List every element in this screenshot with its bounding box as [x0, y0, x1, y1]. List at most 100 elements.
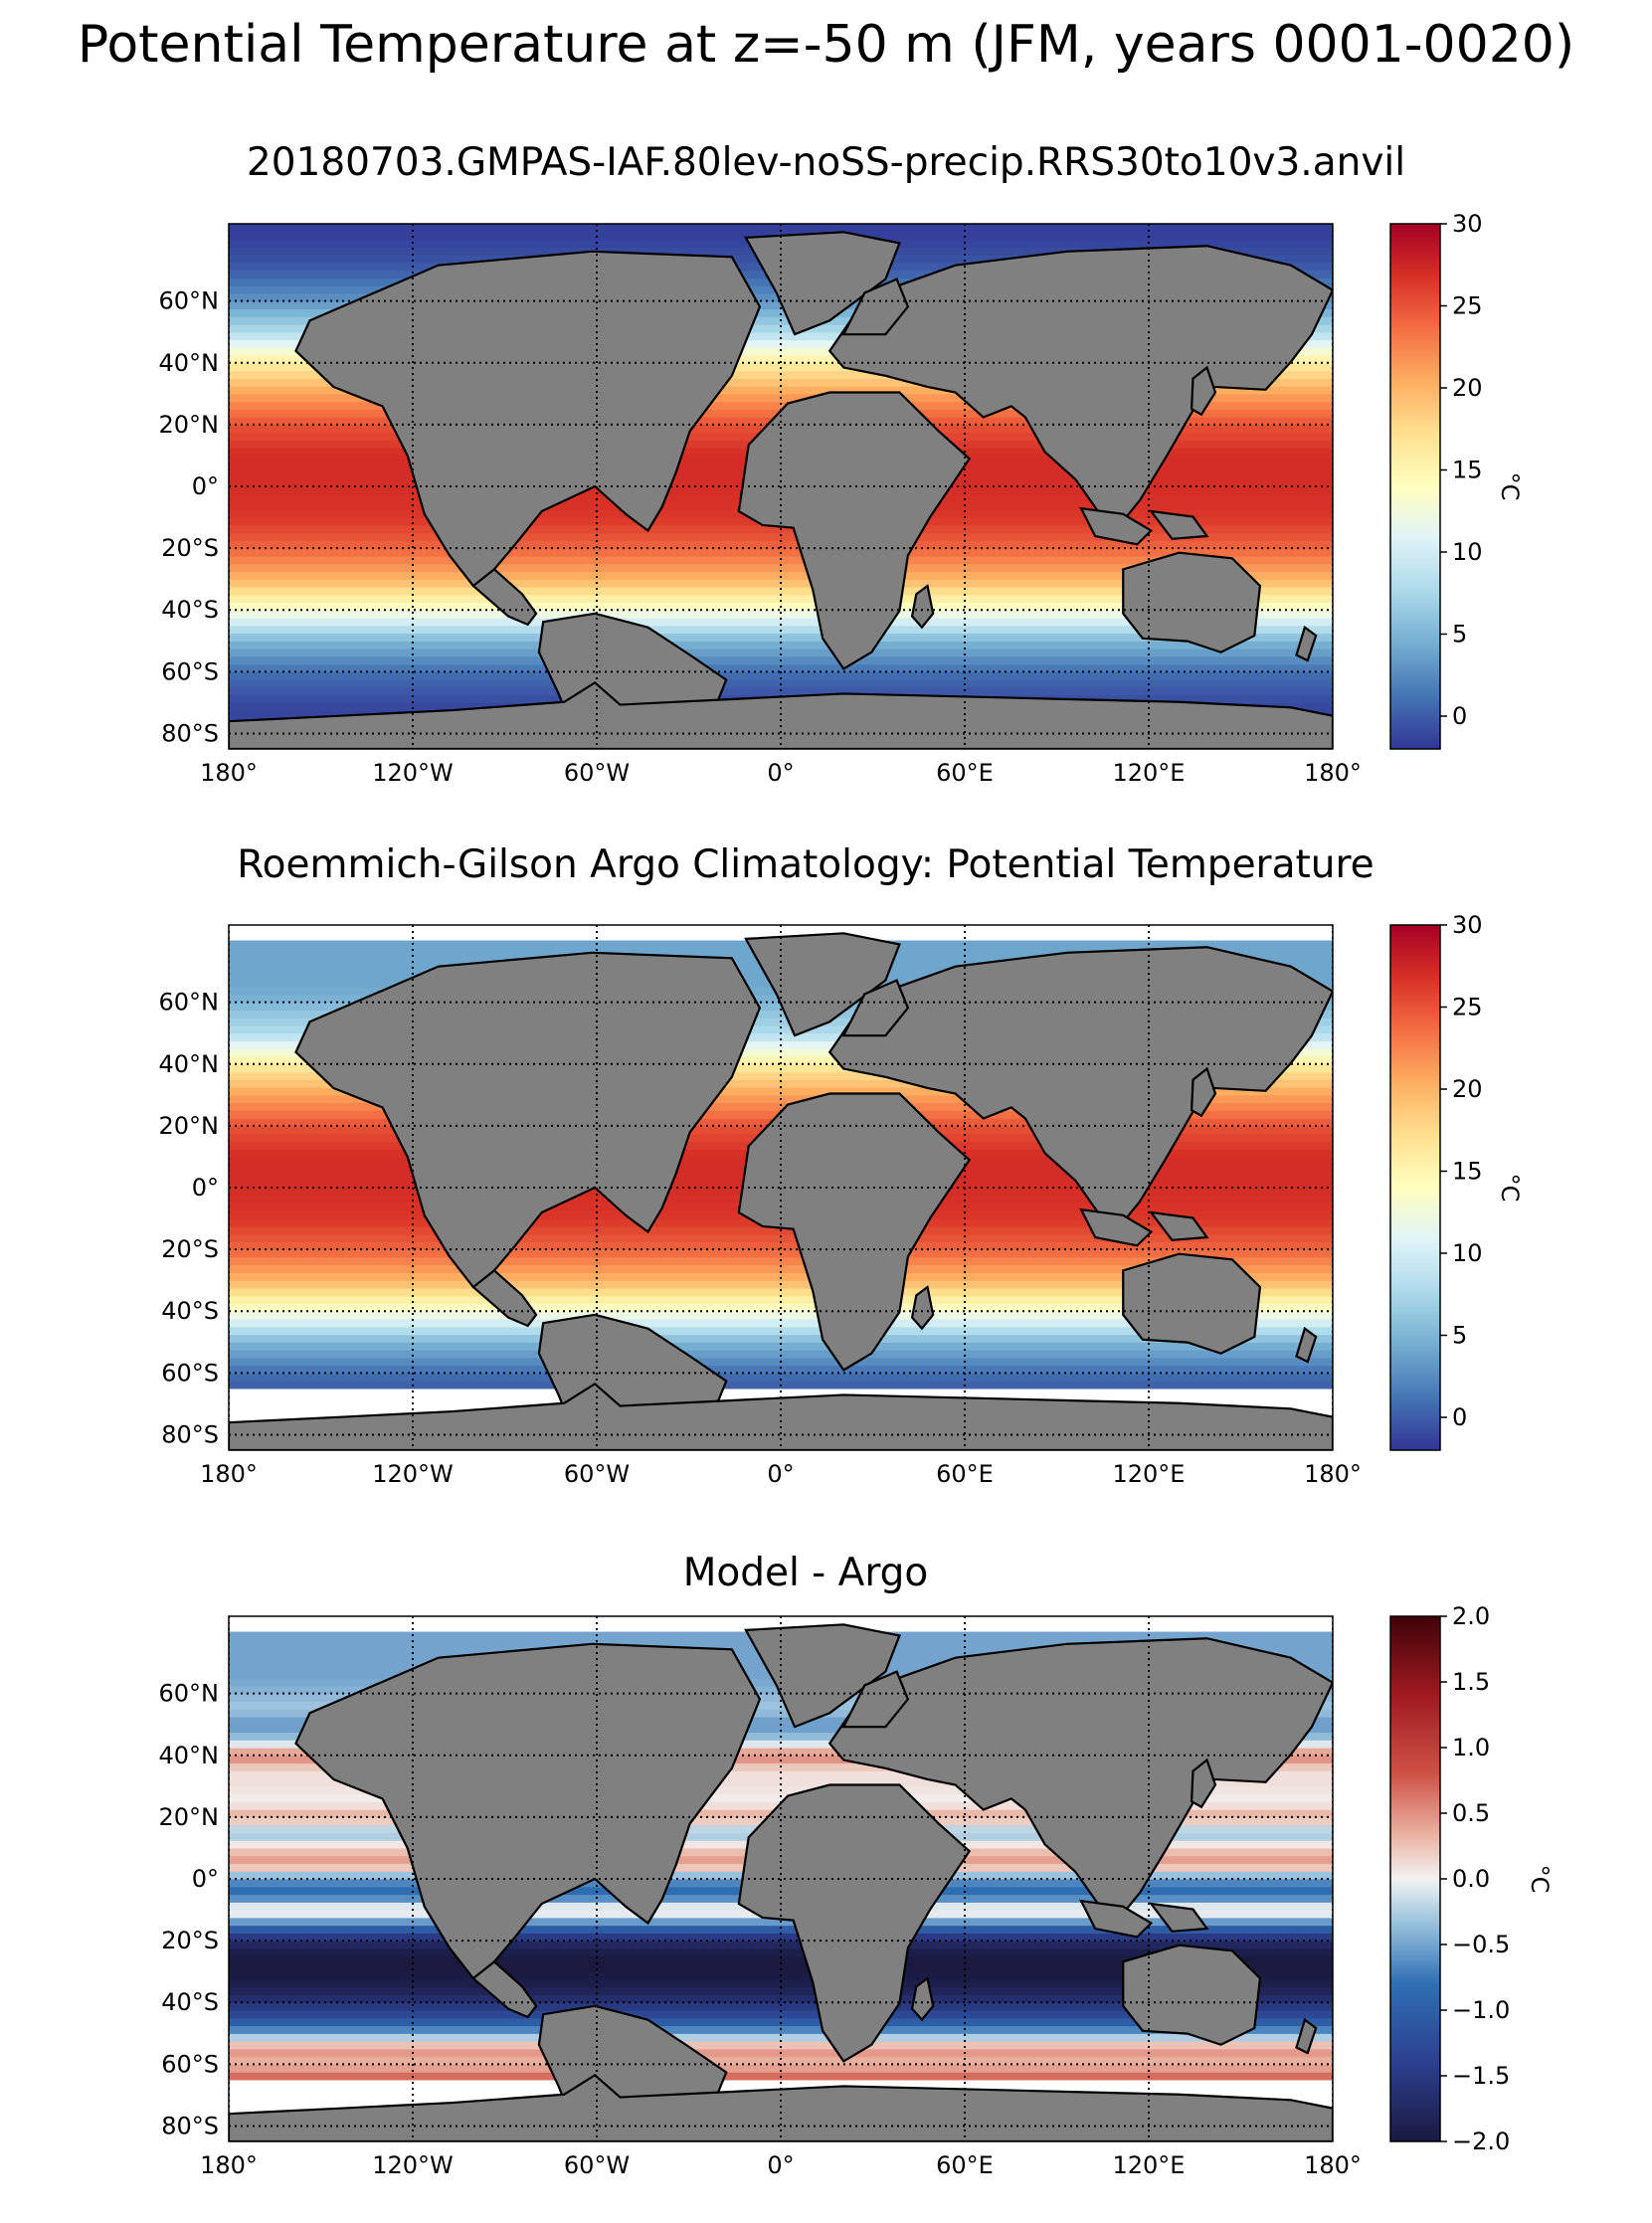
- field-band: [229, 1933, 1333, 1942]
- y-tick-label: 20°S: [161, 1235, 219, 1263]
- map-panel-2: 180° 120°W 60°W 0° 60°E 120°E 180° 60°N 40°N 20°N…: [159, 911, 1525, 1488]
- colorbar-tick-label: 25: [1452, 292, 1483, 320]
- field-band: [229, 555, 1333, 565]
- field-band: [229, 1740, 1333, 1749]
- x-tick-label: 0°: [767, 2151, 794, 2179]
- field-band: [229, 594, 1333, 604]
- y-tick-label: 80°S: [161, 2112, 219, 2139]
- field-band: [229, 1087, 1333, 1096]
- colorbar-ramp: [1389, 1615, 1441, 2142]
- field-band: [229, 1295, 1333, 1305]
- field-band: [229, 355, 1333, 364]
- map-panel-3: 180° 120°W 60°W 0° 60°E 120°E 180° 60°N 40°N 20°N…: [159, 1602, 1555, 2179]
- field-band: [229, 1701, 1333, 1710]
- field-band: [229, 1963, 1333, 1972]
- field-band: [229, 1925, 1333, 1934]
- colorbar-unit-label: °C: [1526, 1865, 1554, 1894]
- x-tick-label: 0°: [767, 1460, 794, 1488]
- field-band: [229, 618, 1333, 627]
- x-tick-label: 60°E: [936, 1460, 994, 1488]
- x-tick-label: 180°: [200, 759, 258, 787]
- colorbar-3: 2.0 1.5 1.0 0.5 0.0 −0.5 −1.0 −1.5 −2.0 °C: [1389, 1602, 1554, 2155]
- field-band: [229, 1342, 1333, 1351]
- field-band: [229, 2017, 1333, 2027]
- colorbar-tick-label: 10: [1452, 1239, 1483, 1267]
- x-tick-label: 120°E: [1113, 1460, 1186, 1488]
- field-band: [229, 625, 1333, 635]
- y-tick-label: 40°N: [159, 349, 220, 377]
- colorbar-tick-label: 0: [1452, 702, 1467, 730]
- y-tick-label: 0°: [192, 1865, 219, 1893]
- colorbar-ramp: [1389, 924, 1441, 1451]
- colorbar-unit-label: °C: [1496, 472, 1524, 501]
- x-tick-label: 0°: [767, 759, 794, 787]
- field-band: [229, 378, 1333, 387]
- y-tick-label: 40°S: [161, 1988, 219, 2016]
- field-band: [229, 1256, 1333, 1266]
- field-band: [229, 641, 1333, 649]
- field-band: [229, 1986, 1333, 1996]
- colorbar-tick-label: 25: [1452, 994, 1483, 1021]
- figure-suptitle: Potential Temperature at z=-50 m (JFM, y…: [77, 15, 1575, 75]
- field-band: [229, 1272, 1333, 1281]
- x-tick-label: 120°W: [372, 759, 454, 787]
- field-band: [229, 2041, 1333, 2050]
- field-band: [229, 1233, 1333, 1242]
- y-tick-label: 20°S: [161, 534, 219, 562]
- field-band: [229, 663, 1333, 672]
- colorbar-tick-label: 0.5: [1452, 1799, 1490, 1827]
- field-band: [229, 308, 1333, 317]
- x-tick-label: 180°: [200, 1460, 258, 1488]
- field-band: [229, 1056, 1333, 1065]
- y-tick-label: 60°S: [161, 657, 219, 685]
- field-band: [229, 2002, 1333, 2011]
- field-band: [229, 2064, 1333, 2073]
- x-tick-label: 60°E: [936, 2151, 994, 2179]
- field-band: [229, 2010, 1333, 2019]
- colorbar-tick-label: −2.0: [1452, 2128, 1510, 2155]
- y-tick-label: 60°N: [159, 989, 220, 1017]
- map-body: [229, 925, 1333, 1450]
- x-tick-label: 60°W: [564, 1460, 630, 1488]
- map-frame: [228, 1615, 1334, 2142]
- field-band: [229, 686, 1333, 696]
- x-tick-label: 180°: [200, 2151, 258, 2179]
- field-band: [229, 323, 1333, 333]
- y-tick-label: 20°N: [159, 411, 220, 439]
- field-band: [229, 1010, 1333, 1019]
- field-band: [229, 347, 1333, 356]
- x-tick-label: 180°: [1304, 759, 1362, 787]
- field-band: [229, 1778, 1333, 1787]
- colorbar-tick-label: 2.0: [1452, 1602, 1490, 1630]
- colorbar-tick-label: 20: [1452, 1075, 1483, 1103]
- map-body: [229, 1616, 1333, 2141]
- field-band: [229, 2033, 1333, 2042]
- field-band: [229, 362, 1333, 372]
- field-band: [229, 1264, 1333, 1274]
- colorbar-tick-label: 20: [1452, 374, 1483, 402]
- y-tick-label: 80°S: [161, 719, 219, 747]
- map-body: [229, 224, 1333, 749]
- field-band: [229, 1978, 1333, 1988]
- y-tick-label: 0°: [192, 1174, 219, 1202]
- field-band: [229, 1032, 1333, 1042]
- x-tick-label: 120°W: [372, 1460, 454, 1488]
- x-tick-label: 120°E: [1113, 759, 1186, 787]
- y-tick-label: 0°: [192, 472, 219, 500]
- field-band: [229, 1311, 1333, 1320]
- colorbar-tick-label: −1.0: [1452, 1996, 1510, 2024]
- panel-1-title: 20180703.GMPAS-IAF.80lev-noSS-precip.RRS…: [246, 140, 1406, 185]
- field-band: [229, 648, 1333, 657]
- colorbar-tick-label: 15: [1452, 457, 1483, 484]
- field-band: [229, 586, 1333, 596]
- map-frame: [228, 223, 1334, 750]
- colorbar-ramp: [1389, 223, 1441, 750]
- field-band: [229, 571, 1333, 580]
- field-band: [229, 401, 1333, 410]
- y-tick-label: 20°N: [159, 1112, 220, 1140]
- panels-layer: 180° 120°W 60°W 0° 60°E 120°E 180° 60°N 40°N 20°N…: [159, 210, 1555, 2179]
- field-band: [229, 1326, 1333, 1336]
- x-tick-label: 60°E: [936, 759, 994, 787]
- field-band: [229, 1755, 1333, 1764]
- colorbar-unit-label: °C: [1496, 1174, 1524, 1203]
